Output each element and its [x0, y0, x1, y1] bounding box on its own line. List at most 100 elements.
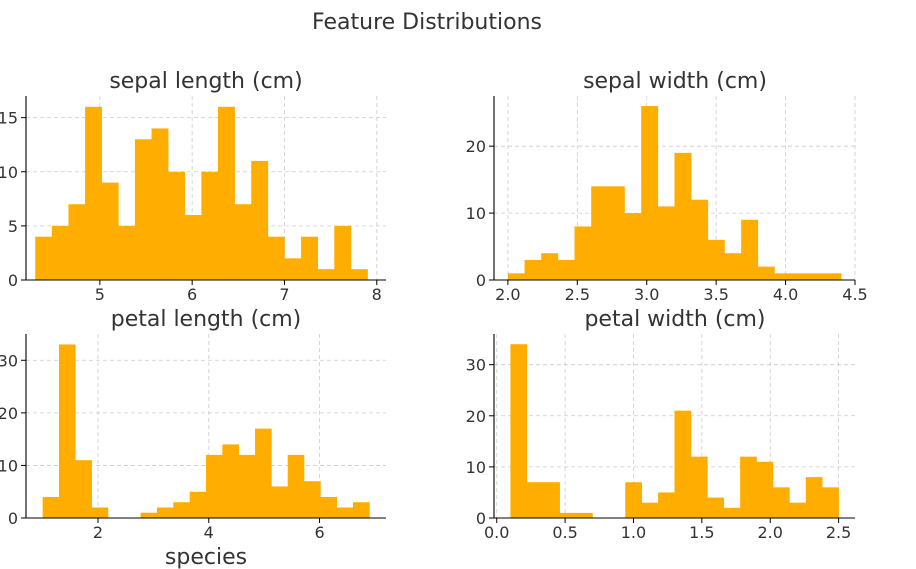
sepal-width-y-tick-label-0: 0 — [476, 271, 486, 290]
panel-title-sepal-width: sepal width (cm) — [583, 69, 767, 94]
sepal-length-y-tick-label-1: 5 — [8, 217, 18, 236]
petal-width-bar-11 — [690, 456, 708, 518]
petal-length-bar-15 — [287, 454, 305, 518]
sepal-length-x-tick-label-0: 5 — [95, 285, 105, 304]
petal-width-bar-14 — [740, 456, 757, 518]
sepal-width-bar-14 — [741, 219, 759, 280]
sepal-width-bar-18 — [807, 273, 825, 280]
petal-length-bar-0 — [42, 496, 60, 518]
sepal-length-bar-5 — [118, 225, 136, 280]
petal-length-bar-16 — [304, 481, 321, 518]
petal-length-bar-9 — [189, 491, 207, 518]
sepal-length-bar-2 — [68, 204, 86, 280]
histogram-sepal-width: sepal width (cm) 2.0 2.5 3.0 3.5 4.0 4.5 0 10 20 — [466, 69, 868, 304]
petal-length-bar-18 — [336, 507, 354, 518]
petal-length-y-tick-label-1: 10 — [0, 456, 18, 475]
petal-width-y-tick-label-1: 10 — [466, 458, 486, 477]
sepal-length-bar-6 — [134, 139, 152, 280]
petal-length-bar-10 — [206, 454, 223, 518]
petal-width-bar-0 — [510, 344, 528, 518]
petal-length-bar-17 — [320, 496, 338, 518]
petal-width-bar-16 — [772, 487, 790, 518]
sepal-width-bar-7 — [624, 213, 642, 280]
petal-width-bar-7 — [625, 482, 642, 518]
sepal-length-bar-9 — [184, 215, 202, 280]
sepal-length-bar-10 — [201, 171, 219, 280]
sepal-length-y-tick-label-0: 0 — [8, 271, 18, 290]
petal-length-bar-6 — [140, 512, 158, 518]
sepal-width-x-tick-label-5: 4.5 — [842, 285, 867, 304]
petal-width-y-tick-label-2: 20 — [466, 407, 486, 426]
sepal-length-x-tick-label-3: 8 — [372, 285, 382, 304]
petal-length-bar-12 — [238, 454, 256, 518]
histogram-petal-length: petal length (cm) species 2 4 6 0 10 20 30 — [0, 307, 386, 569]
sepal-length-bar-1 — [51, 225, 69, 280]
petal-length-x-tick-label-1: 4 — [204, 523, 214, 542]
petal-length-bar-7 — [156, 507, 174, 518]
sepal-width-bar-12 — [707, 239, 725, 280]
petal-width-x-tick-label-3: 1.5 — [689, 523, 714, 542]
petal-length-y-tick-label-0: 0 — [8, 509, 18, 528]
sepal-width-y-tick-label-2: 20 — [466, 137, 486, 156]
petal-length-bar-3 — [91, 507, 109, 518]
sepal-length-bar-4 — [101, 182, 119, 280]
petal-width-bar-8 — [641, 502, 659, 518]
petal-width-bar-19 — [822, 487, 839, 518]
sepal-length-bar-14 — [267, 236, 285, 280]
sepal-width-bar-1 — [524, 259, 542, 280]
sepal-width-bar-8 — [641, 106, 659, 280]
sepal-width-bar-3 — [557, 259, 575, 280]
sepal-length-bar-8 — [168, 171, 186, 280]
petal-length-bar-14 — [271, 486, 288, 518]
sepal-width-bar-19 — [824, 273, 842, 280]
petal-length-x-tick-label-0: 2 — [93, 523, 103, 542]
sepal-length-x-tick-label-1: 6 — [187, 285, 197, 304]
sepal-length-bar-11 — [218, 106, 235, 280]
petal-width-bar-15 — [756, 461, 774, 518]
histogram-sepal-length: sepal length (cm) 5 6 7 8 0 5 10 15 — [0, 69, 386, 304]
sepal-width-bar-10 — [674, 152, 692, 280]
sepal-width-bar-9 — [657, 206, 675, 280]
petal-width-x-tick-label-0: 0.0 — [484, 523, 509, 542]
sepal-width-bar-13 — [724, 253, 742, 280]
petal-length-y-tick-label-3: 30 — [0, 351, 18, 370]
petal-length-bar-19 — [353, 502, 370, 518]
histogram-petal-width: petal width (cm) 0.0 0.5 1.0 1.5 2.0 2.5 0 10 20… — [466, 307, 855, 542]
figure-title: Feature Distributions — [312, 10, 542, 35]
petal-width-x-tick-label-1: 0.5 — [552, 523, 577, 542]
sepal-length-y-tick-label-2: 10 — [0, 163, 18, 182]
sepal-length-y-tick-label-3: 15 — [0, 109, 18, 128]
sepal-length-bar-12 — [234, 204, 252, 280]
sepal-width-bar-16 — [774, 273, 792, 280]
sepal-width-bar-15 — [757, 266, 775, 280]
petal-length-bar-13 — [255, 428, 272, 518]
petal-width-x-tick-label-5: 2.5 — [826, 523, 851, 542]
sepal-length-x-tick-label-2: 7 — [279, 285, 289, 304]
sepal-width-bar-11 — [691, 199, 709, 280]
sepal-length-bar-16 — [301, 236, 318, 280]
petal-width-y-tick-label-3: 30 — [466, 356, 486, 375]
sepal-width-bar-4 — [574, 226, 592, 280]
sepal-width-x-tick-label-0: 2.0 — [495, 285, 520, 304]
petal-width-bar-2 — [543, 482, 560, 518]
petal-width-bar-9 — [658, 492, 675, 518]
sepal-width-x-tick-label-2: 3.0 — [634, 285, 659, 304]
sepal-width-x-tick-label-1: 2.5 — [565, 285, 590, 304]
sepal-width-bar-0 — [507, 273, 525, 280]
panel-title-sepal-length: sepal length (cm) — [109, 69, 302, 94]
sepal-width-y-tick-label-1: 10 — [466, 204, 486, 223]
petal-width-bar-12 — [707, 497, 725, 518]
panel-title-petal-length: petal length (cm) — [111, 307, 302, 332]
petal-width-bar-13 — [723, 507, 741, 518]
petal-width-bar-17 — [789, 502, 807, 518]
sepal-width-bar-6 — [607, 186, 625, 280]
sepal-length-bar-13 — [251, 160, 269, 280]
petal-width-y-tick-label-0: 0 — [476, 509, 486, 528]
sepal-length-bar-19 — [350, 269, 368, 280]
petal-width-x-tick-label-4: 2.0 — [757, 523, 782, 542]
sepal-length-bar-15 — [284, 258, 302, 280]
sepal-width-bar-5 — [591, 186, 609, 280]
petal-width-bar-4 — [576, 512, 593, 518]
sepal-length-bar-7 — [151, 128, 169, 280]
